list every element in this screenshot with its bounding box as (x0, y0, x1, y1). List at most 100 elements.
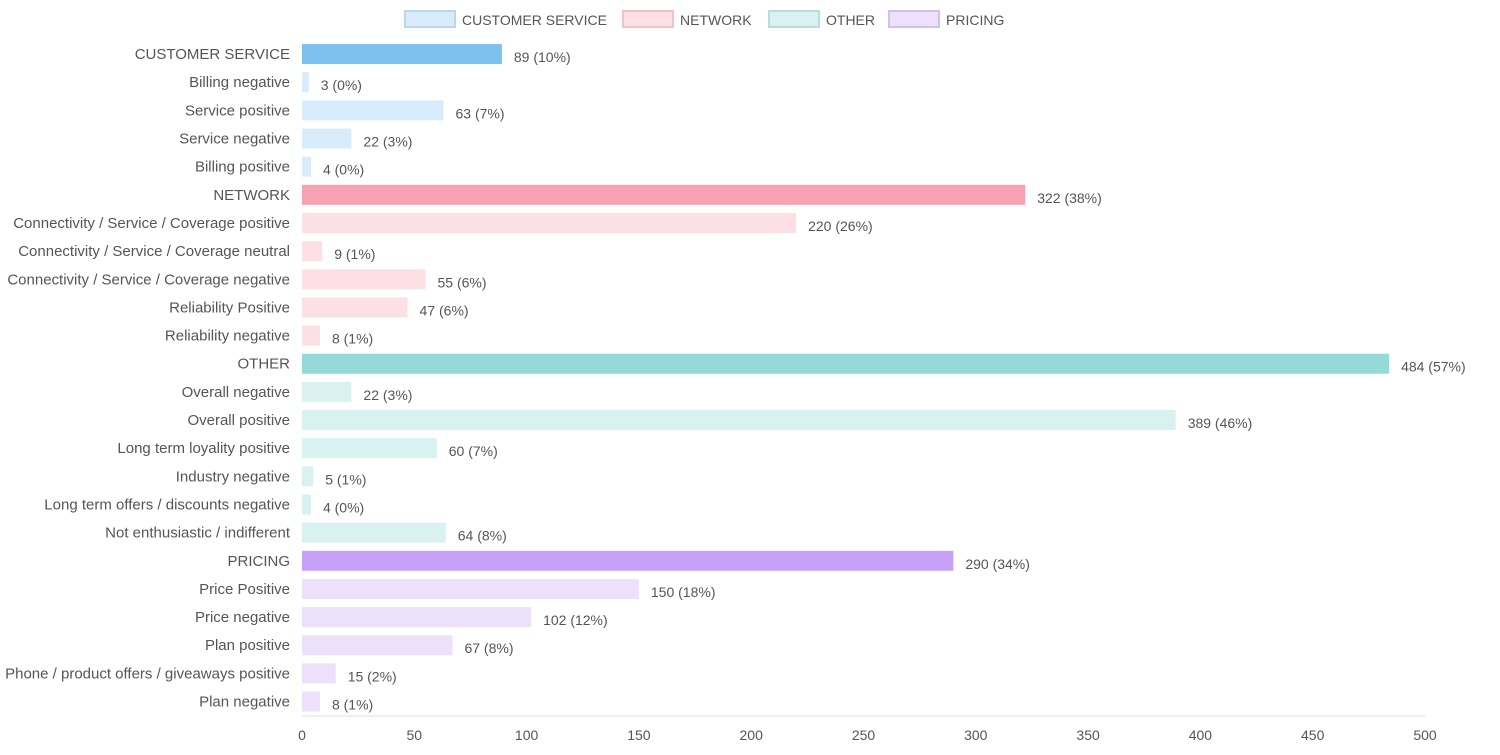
category-label: Connectivity / Service / Coverage neutra… (18, 243, 290, 260)
data-label: 290 (34%) (965, 556, 1030, 572)
data-label: 8 (1%) (332, 331, 373, 347)
data-label: 67 (8%) (464, 640, 513, 656)
category-label: Service positive (185, 102, 290, 119)
x-tick-label: 250 (852, 727, 876, 743)
category-label: Overall negative (182, 384, 290, 401)
bar-not-enthusiastic-indifferent[interactable] (302, 522, 446, 543)
bar-billing-negative[interactable] (302, 72, 309, 93)
bar-billing-positive[interactable] (302, 156, 311, 177)
category-label: Service negative (179, 131, 290, 148)
category-label: Long term offers / discounts negative (44, 496, 290, 513)
category-label: Reliability Positive (169, 299, 290, 316)
data-label: 47 (6%) (420, 302, 469, 318)
data-label: 322 (38%) (1037, 190, 1102, 206)
legend-label: CUSTOMER SERVICE (462, 12, 607, 28)
bar-long-term-offers-discounts-negative[interactable] (302, 494, 311, 515)
data-label: 389 (46%) (1188, 415, 1253, 431)
data-label: 4 (0%) (323, 499, 364, 515)
category-label: Plan negative (199, 694, 290, 711)
x-tick-label: 450 (1301, 727, 1325, 743)
bar-phone-product-offers-giveaways-positive[interactable] (302, 663, 336, 684)
group-bar-network[interactable] (302, 184, 1026, 205)
category-label: Plan positive (205, 637, 290, 654)
legend-swatch (768, 10, 820, 28)
data-label: 55 (6%) (438, 274, 487, 290)
bar-reliability-negative[interactable] (302, 325, 320, 346)
data-label: 9 (1%) (334, 246, 375, 262)
x-tick-label: 350 (1076, 727, 1100, 743)
bar-service-positive[interactable] (302, 100, 444, 121)
legend-item-pricing[interactable]: PRICING (888, 10, 1004, 28)
category-label: Price negative (195, 609, 290, 626)
legend-item-network[interactable]: NETWORK (622, 10, 752, 28)
data-label: 60 (7%) (449, 443, 498, 459)
data-label: 22 (3%) (363, 387, 412, 403)
bar-price-positive[interactable] (302, 578, 639, 599)
category-label: Price Positive (199, 581, 290, 598)
category-label: NETWORK (213, 187, 290, 204)
bar-plan-negative[interactable] (302, 691, 320, 712)
category-label: Industry negative (176, 468, 290, 485)
data-label: 89 (10%) (514, 49, 571, 65)
data-label: 484 (57%) (1401, 359, 1466, 375)
category-label: OTHER (238, 356, 291, 373)
x-axis: 0 50 100 150 200 250 300 350 400 450 500 (298, 715, 1437, 743)
x-tick-label: 0 (298, 727, 306, 743)
category-label: Connectivity / Service / Coverage negati… (7, 271, 290, 288)
x-tick-label: 200 (740, 727, 764, 743)
bar-overall-positive[interactable] (302, 410, 1176, 431)
group-bar-customer-service[interactable] (302, 44, 502, 65)
bar-plan-positive[interactable] (302, 635, 453, 656)
legend-label: PRICING (946, 12, 1004, 28)
legend-item-customer-service[interactable]: CUSTOMER SERVICE (404, 10, 607, 28)
category-label: Long term loyality positive (117, 440, 290, 457)
bar-price-negative[interactable] (302, 607, 532, 628)
x-tick-label: 50 (407, 727, 423, 743)
data-label: 4 (0%) (323, 162, 364, 178)
x-tick-label: 100 (515, 727, 539, 743)
legend: CUSTOMER SERVICE NETWORK OTHER PRICING (404, 10, 1004, 28)
category-label: CUSTOMER SERVICE (135, 46, 290, 63)
legend-swatch (622, 10, 674, 28)
bar-connectivity-service-coverage-negative[interactable] (302, 269, 426, 290)
category-label: Connectivity / Service / Coverage positi… (13, 215, 290, 232)
legend-label: OTHER (826, 12, 875, 28)
bar-overall-negative[interactable] (302, 381, 352, 402)
category-label: Not enthusiastic / indifferent (105, 525, 291, 542)
category-label: Billing positive (195, 159, 290, 176)
bar-industry-negative[interactable] (302, 466, 314, 487)
legend-swatch (404, 10, 456, 28)
x-tick-label: 500 (1413, 727, 1437, 743)
category-label: PRICING (227, 553, 290, 570)
legend-swatch (888, 10, 940, 28)
bar-connectivity-service-coverage-neutral[interactable] (302, 241, 323, 262)
data-label: 220 (26%) (808, 218, 873, 234)
category-label: Phone / product offers / giveaways posit… (5, 665, 290, 682)
bar-connectivity-service-coverage-positive[interactable] (302, 212, 797, 233)
data-label: 150 (18%) (651, 584, 716, 600)
category-labels: CUSTOMER SERVICE Billing negative Service … (5, 46, 291, 710)
data-label: 63 (7%) (455, 105, 504, 121)
data-label: 5 (1%) (325, 471, 366, 487)
category-label: Overall positive (187, 412, 290, 429)
group-bar-pricing[interactable] (302, 550, 954, 571)
bars (302, 44, 1390, 712)
legend-label: NETWORK (680, 12, 752, 28)
data-label: 22 (3%) (363, 134, 412, 150)
legend-item-other[interactable]: OTHER (768, 10, 875, 28)
data-label: 102 (12%) (543, 612, 608, 628)
group-bar-other[interactable] (302, 353, 1390, 374)
bar-service-negative[interactable] (302, 128, 352, 149)
x-tick-label: 300 (964, 727, 988, 743)
data-label: 8 (1%) (332, 697, 373, 713)
value-labels: 89 (10%) 3 (0%) 63 (7%) 22 (3%) 4 (0%) 322 (3… (321, 49, 1466, 712)
category-label: Reliability negative (165, 328, 290, 345)
x-tick-label: 400 (1189, 727, 1213, 743)
category-label: Billing negative (189, 74, 290, 91)
bar-long-term-loyality-positive[interactable] (302, 438, 437, 459)
data-label: 64 (8%) (458, 528, 507, 544)
x-tick-label: 150 (627, 727, 651, 743)
bar-reliability-positive[interactable] (302, 297, 408, 318)
